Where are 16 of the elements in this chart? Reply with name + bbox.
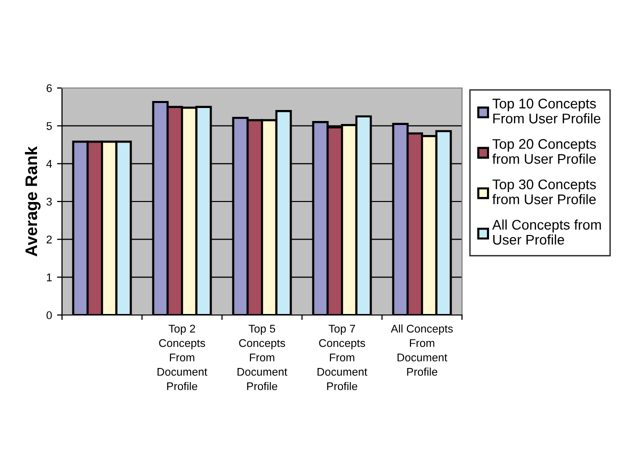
y-tick-label: 2	[46, 236, 52, 244]
x-tick-label: All Concepts From Document Profile	[390, 324, 453, 376]
legend-label: Top 20 Concepts from User Profile	[492, 139, 596, 164]
x-tick-label: Top 5 Concepts From Document Profile	[238, 324, 288, 390]
y-axis-title: Average Rank	[24, 146, 41, 256]
y-tick-label: 4	[46, 160, 52, 168]
y-tick-label: 6	[46, 84, 52, 92]
legend-label: All Concepts from User Profile	[492, 220, 601, 245]
y-tick-label: 5	[46, 122, 52, 130]
legend-label: Top 30 Concepts from User Profile	[492, 179, 596, 204]
x-tick-label: Top 2 Concepts From Document Profile	[158, 324, 208, 390]
y-tick-label: 3	[46, 198, 52, 206]
y-tick-label: 1	[46, 274, 52, 282]
legend-label: Top 10 Concepts From User Profile	[492, 98, 600, 124]
x-tick-label: Top 7 Concepts From Document Profile	[318, 324, 368, 390]
y-tick-label: 0	[46, 311, 52, 320]
